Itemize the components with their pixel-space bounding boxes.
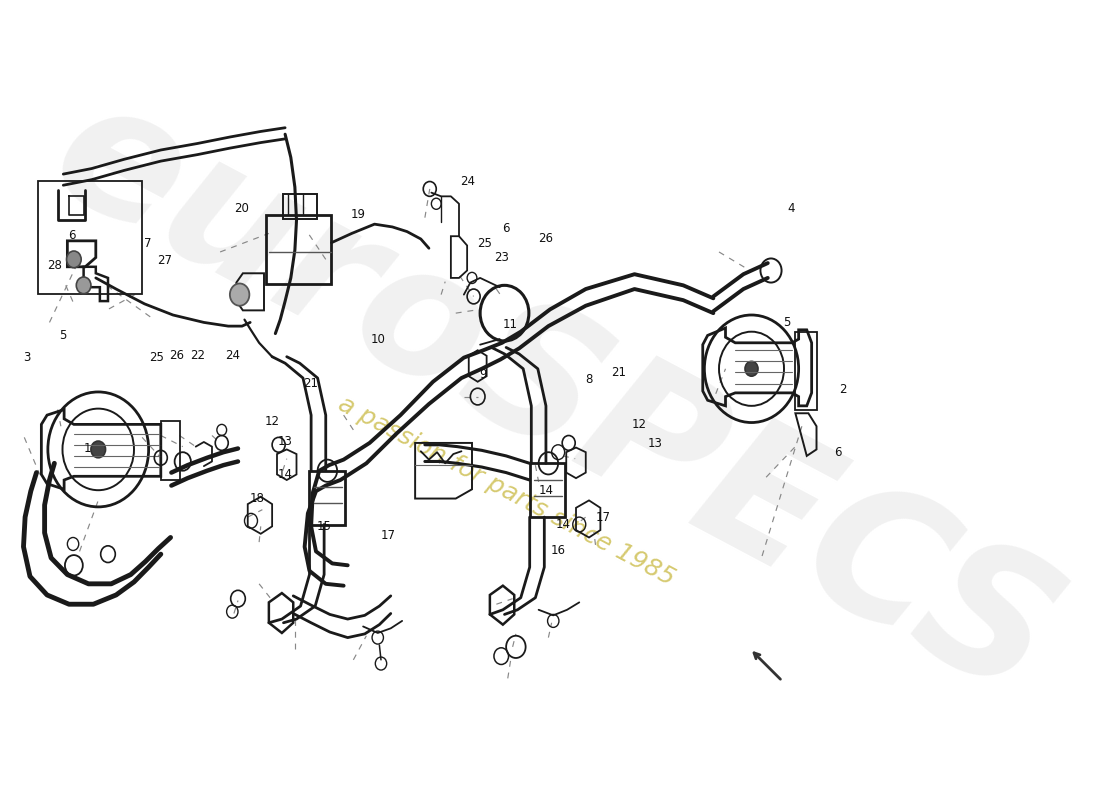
Text: 12: 12 xyxy=(631,418,646,430)
Text: euroSPECS: euroSPECS xyxy=(25,62,1085,736)
Text: 1: 1 xyxy=(84,442,91,455)
Text: 14: 14 xyxy=(277,468,293,481)
Text: 25: 25 xyxy=(477,237,493,250)
Text: 22: 22 xyxy=(189,350,205,362)
Text: 25: 25 xyxy=(148,350,164,364)
Text: 14: 14 xyxy=(557,518,571,531)
Text: 6: 6 xyxy=(834,446,842,458)
Text: 9: 9 xyxy=(480,368,487,381)
Text: 28: 28 xyxy=(47,259,62,272)
Text: 4: 4 xyxy=(786,202,794,215)
Bar xyxy=(309,470,345,525)
Circle shape xyxy=(91,441,106,458)
Text: 10: 10 xyxy=(371,333,385,346)
Text: 12: 12 xyxy=(265,414,279,427)
Text: 26: 26 xyxy=(538,232,553,245)
Text: 11: 11 xyxy=(503,318,517,331)
Bar xyxy=(530,463,565,517)
Text: 23: 23 xyxy=(494,251,508,264)
Text: 21: 21 xyxy=(612,366,627,378)
Text: 26: 26 xyxy=(169,350,184,362)
Text: 6: 6 xyxy=(502,222,509,234)
Text: 7: 7 xyxy=(144,237,152,250)
Text: 13: 13 xyxy=(648,437,662,450)
Text: 14: 14 xyxy=(538,484,553,498)
Text: 5: 5 xyxy=(783,316,791,329)
Text: 15: 15 xyxy=(317,520,331,533)
Text: 19: 19 xyxy=(351,208,365,222)
Text: 17: 17 xyxy=(381,529,396,542)
Text: 27: 27 xyxy=(157,254,173,267)
Text: 5: 5 xyxy=(59,329,67,342)
Text: 21: 21 xyxy=(304,378,318,390)
Text: 3: 3 xyxy=(23,350,30,364)
Circle shape xyxy=(76,277,91,294)
Text: 24: 24 xyxy=(226,350,241,362)
Text: 18: 18 xyxy=(250,492,264,505)
Text: 13: 13 xyxy=(277,434,293,447)
Text: 6: 6 xyxy=(68,229,76,242)
Text: a passion for parts since 1985: a passion for parts since 1985 xyxy=(333,392,679,590)
Bar xyxy=(161,421,180,480)
Bar xyxy=(283,194,317,218)
Circle shape xyxy=(230,283,250,306)
Text: 17: 17 xyxy=(595,511,610,524)
Text: 24: 24 xyxy=(460,175,474,188)
Bar xyxy=(39,181,142,294)
Text: 2: 2 xyxy=(839,382,846,396)
Text: 8: 8 xyxy=(585,373,593,386)
Bar xyxy=(795,332,816,410)
Circle shape xyxy=(67,251,81,268)
Text: 20: 20 xyxy=(234,202,250,215)
Text: 16: 16 xyxy=(551,543,565,557)
Circle shape xyxy=(745,362,758,376)
Bar xyxy=(266,215,331,285)
